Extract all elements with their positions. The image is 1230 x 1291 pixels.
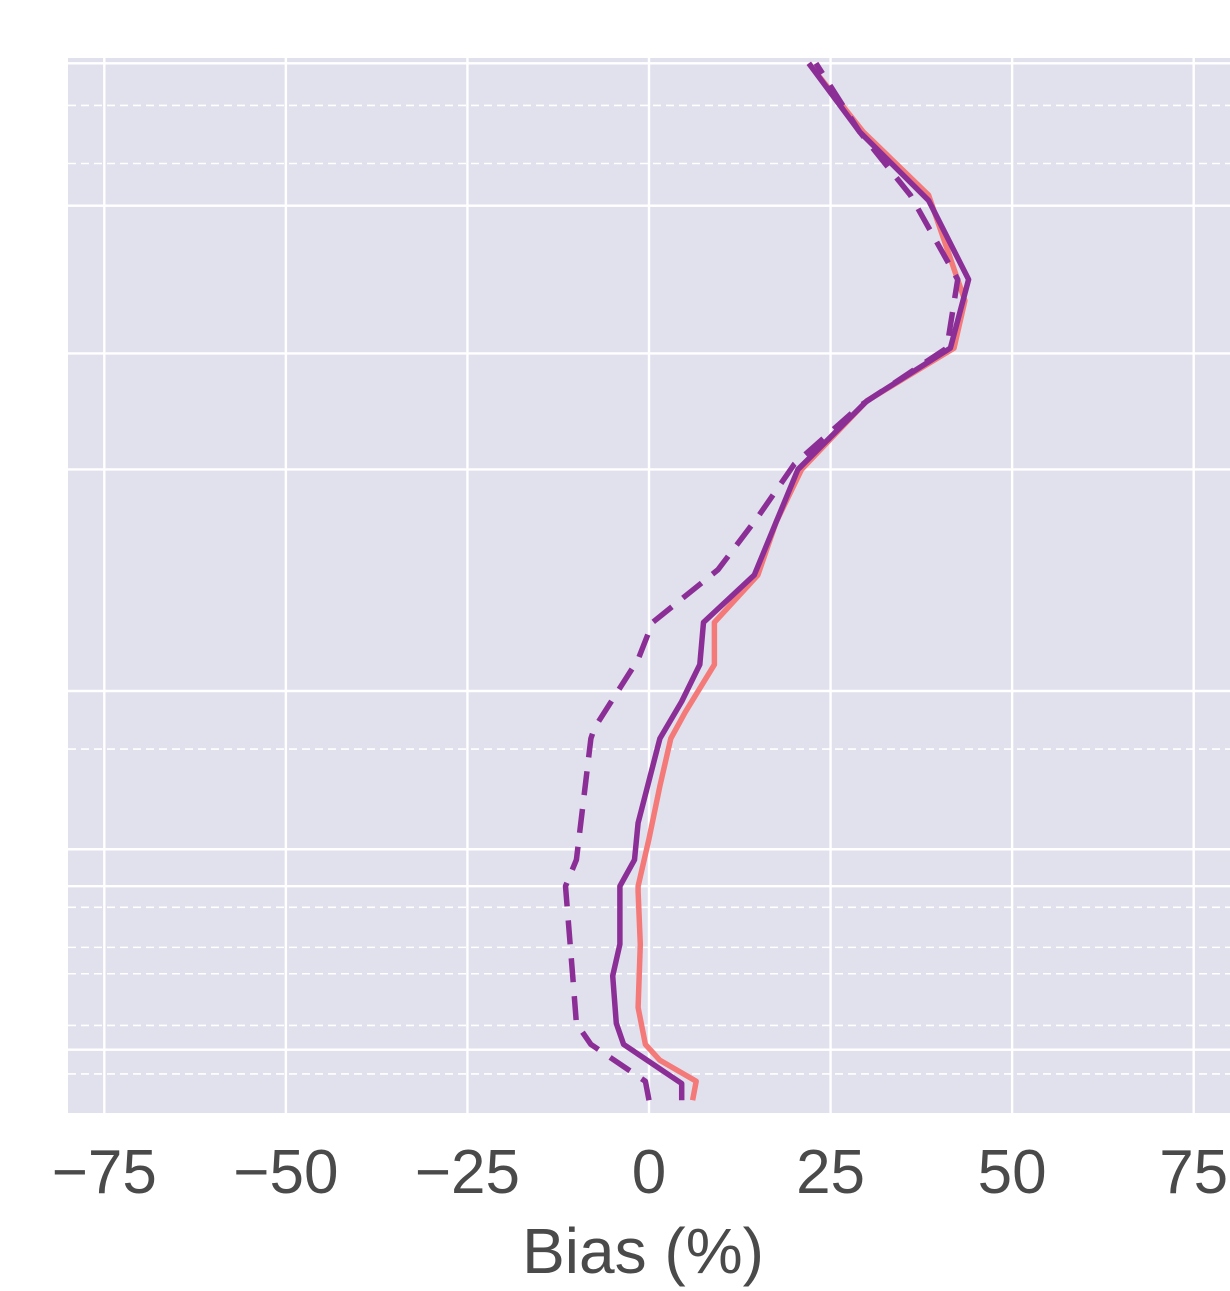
x-tick-labels: −75 −50 −25 0 25 50 75 (52, 1138, 1228, 1207)
series-line-2 (609, 61, 972, 1101)
x-tick-label: 25 (796, 1138, 865, 1207)
series-line-3 (562, 61, 961, 1101)
x-tick-label: −50 (233, 1138, 338, 1207)
x-tick-label: 75 (1159, 1138, 1228, 1207)
x-axis-title: Bias (%) (522, 1215, 764, 1287)
x-tick-label: −25 (415, 1138, 520, 1207)
x-tick-label: 50 (978, 1138, 1047, 1207)
x-tick-label: 0 (632, 1138, 666, 1207)
series-lines (562, 61, 972, 1101)
x-tick-label: −75 (52, 1138, 157, 1207)
series-line-1 (635, 61, 968, 1101)
